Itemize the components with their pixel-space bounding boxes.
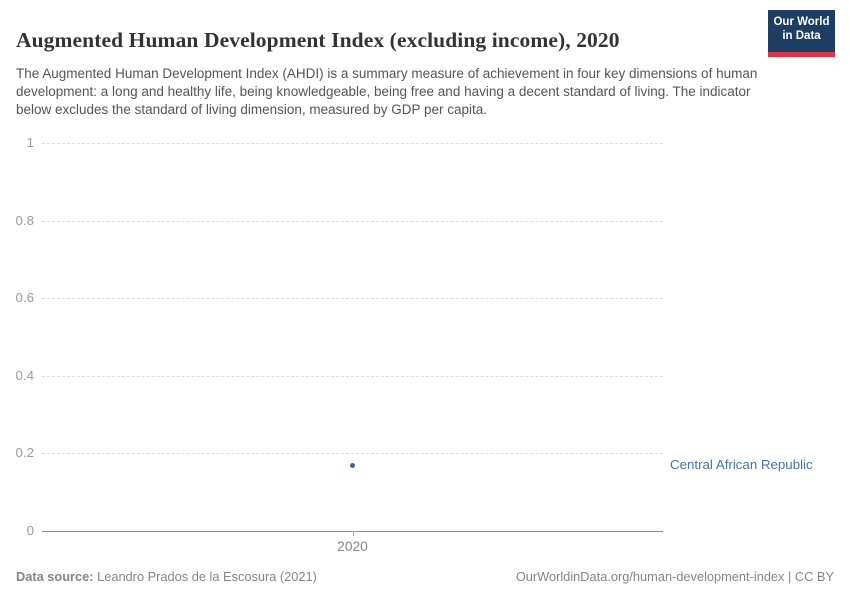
x-axis-tick — [352, 531, 354, 536]
data-source-label: Data source: — [16, 569, 94, 584]
y-axis-tick-label: 0.2 — [15, 445, 35, 461]
y-axis-tick-label: 1 — [26, 135, 34, 150]
gridline — [42, 453, 663, 455]
chart-title: Augmented Human Development Index (exclu… — [16, 28, 620, 53]
chart-subtitle: The Augmented Human Development Index (A… — [16, 65, 758, 117]
plot-area: 0 0.2 0.4 0.6 0.8 1 2020 Central African Republ… — [16, 135, 813, 554]
gridline — [42, 143, 663, 144]
attribution-link[interactable]: OurWorldinData.org/human-development-ind… — [515, 569, 834, 584]
gridline — [42, 375, 663, 377]
owid-logo[interactable]: Our World in Data — [768, 10, 835, 57]
owid-logo-line1: Our World — [773, 16, 830, 28]
data-source-value: Leandro Prados de la Escosura (2021) — [97, 569, 317, 584]
x-axis-tick-label: 2020 — [337, 539, 368, 554]
y-axis-tick-label: 0 — [26, 523, 34, 538]
y-axis-tick-label: 0.6 — [15, 290, 35, 306]
data-point[interactable] — [350, 462, 355, 468]
owid-logo-line2: in Data — [782, 30, 821, 42]
y-axis-tick-label: 0.8 — [15, 212, 35, 228]
data-source-note: Data source: Leandro Prados de la Escosu… — [16, 569, 317, 585]
chart-footer: Data source: Leandro Prados de la Escosu… — [16, 569, 834, 585]
gridline — [42, 220, 663, 222]
entity-label[interactable]: Central African Republic — [670, 457, 813, 473]
gridline — [42, 298, 663, 300]
y-axis-tick-label: 0.4 — [15, 367, 35, 383]
